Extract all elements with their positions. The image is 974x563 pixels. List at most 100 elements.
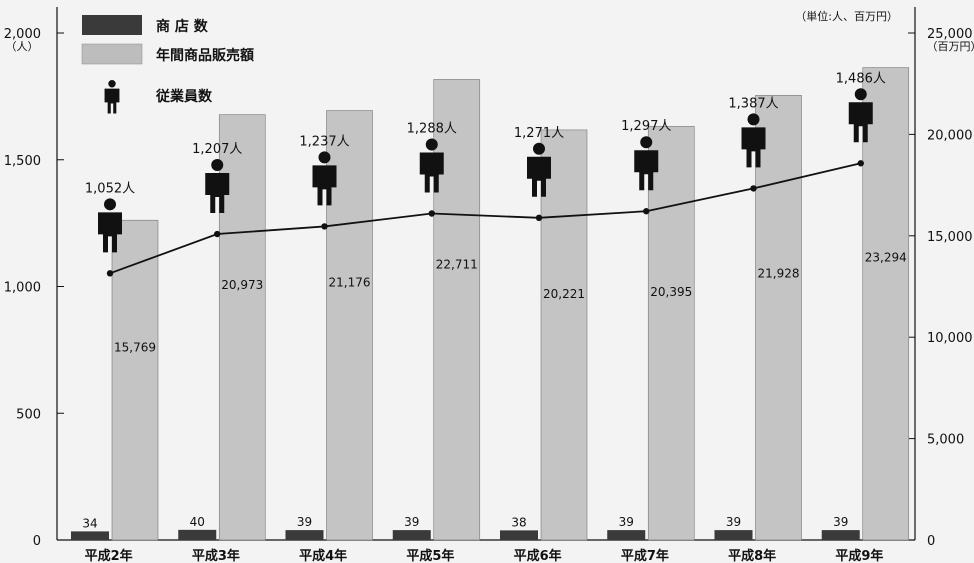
left-tick-label: 1,000: [4, 281, 41, 296]
bar-stores: [607, 530, 646, 540]
person-head: [747, 113, 760, 126]
right-tick-label: 10,000: [927, 331, 973, 346]
left-axis-unit: （人）: [6, 40, 39, 53]
data-label-sales: 20,973: [221, 278, 263, 292]
x-category-label: 平成5年: [406, 548, 454, 563]
value-labels: 34 15,769 40 20,973 39 21,176 39 22,711 38 20,221…: [82, 71, 906, 530]
employee-point: [535, 214, 543, 222]
bar-sales: [111, 219, 159, 541]
left-tick-label: 500: [16, 407, 41, 422]
legend-label-sales: 年間商品販売額: [156, 47, 254, 64]
person-head: [425, 138, 438, 151]
left-tick-label: 1,500: [4, 154, 41, 169]
bar-sales: [647, 126, 695, 541]
legend-person-figure: [104, 80, 120, 114]
left-tick-label: 0: [33, 534, 41, 549]
person-body: [527, 156, 551, 197]
person-body: [312, 165, 337, 206]
employee-point: [643, 208, 650, 215]
data-label-stores: 40: [190, 515, 205, 529]
x-category-label: 平成8年: [728, 548, 776, 563]
x-category-label: 平成2年: [85, 548, 133, 563]
right-tick-label: 5,000: [927, 433, 964, 448]
legend: 商 店 数 年間商品販売額 従業員数: [81, 15, 254, 114]
right-tick-label: 25,000: [927, 27, 973, 42]
x-category-label: 平成6年: [514, 548, 562, 563]
person-icon: [527, 142, 551, 197]
right-axis-unit: （百万円）: [927, 40, 974, 53]
bar-sales: [433, 79, 481, 541]
bar-sales: [862, 67, 910, 541]
right-tick-label: 15,000: [927, 230, 973, 245]
employee-line: [106, 160, 864, 277]
employee-figures: [98, 88, 873, 253]
person-head: [108, 80, 116, 88]
units-note: （単位:人、百万円）: [795, 9, 898, 23]
right-tick-label: 0: [927, 534, 935, 549]
left-tick-label: 2,000: [4, 27, 41, 42]
person-icon: [634, 136, 659, 191]
data-label-stores: 39: [619, 515, 634, 529]
data-label-stores: 39: [297, 515, 312, 529]
data-label-stores: 39: [833, 515, 848, 529]
person-icon: [419, 138, 444, 193]
person-icon: [205, 159, 230, 214]
employee-series-line: [109, 162, 861, 275]
data-label-stores: 39: [726, 515, 741, 529]
person-head: [318, 151, 331, 164]
employee-point: [857, 160, 864, 167]
employee-point: [750, 185, 757, 192]
bar-sales: [755, 95, 802, 541]
person-body: [419, 152, 444, 193]
person-body: [98, 212, 122, 253]
x-category-label: 平成7年: [621, 548, 669, 563]
data-label-sales: 15,769: [114, 340, 156, 354]
x-category-label: 平成3年: [192, 548, 240, 563]
employee-point: [321, 223, 328, 230]
data-label-employees: 1,486人: [836, 71, 886, 86]
data-label-sales: 21,176: [329, 276, 371, 290]
person-head: [533, 142, 545, 155]
x-category-label: 平成9年: [835, 548, 883, 563]
data-label-employees: 1,207人: [192, 142, 242, 157]
data-label-sales: 20,221: [543, 287, 585, 301]
bar-stores: [178, 529, 217, 540]
bar-sales: [540, 129, 588, 541]
person-icon: [104, 80, 120, 114]
x-category-label: 平成4年: [299, 548, 347, 563]
legend-swatch-sales: [81, 43, 143, 65]
person-head: [211, 159, 224, 172]
bar-stores: [392, 530, 431, 540]
legend-label-employees: 従業員数: [155, 88, 213, 105]
bar-stores: [71, 531, 109, 540]
person-head: [640, 136, 653, 149]
person-body: [741, 127, 766, 168]
person-body: [205, 173, 230, 214]
person-icon: [848, 88, 873, 143]
person-head: [104, 198, 116, 211]
legend-label-stores: 商 店 数: [156, 18, 209, 35]
employee-point: [106, 270, 114, 277]
data-label-sales: 23,294: [865, 250, 907, 264]
axes: 0 500 1,000 1,500 2,000 0 5,000 10,000 15,000 20,…: [4, 7, 973, 563]
data-label-sales: 20,395: [650, 285, 692, 299]
employee-point: [428, 210, 435, 217]
data-label-employees: 1,297人: [621, 119, 671, 134]
bar-stores: [821, 530, 860, 540]
data-label-stores: 39: [404, 515, 419, 529]
data-label-sales: 21,928: [758, 267, 800, 281]
bar-stores: [714, 530, 753, 540]
person-body: [848, 102, 873, 143]
data-label-sales: 22,711: [436, 257, 478, 271]
data-label-stores: 34: [82, 516, 97, 530]
person-icon: [98, 198, 122, 253]
person-body: [104, 88, 120, 114]
data-label-employees: 1,237人: [299, 134, 349, 149]
bar-stores: [500, 530, 538, 540]
data-label-employees: 1,052人: [85, 181, 135, 196]
bar-stores: [285, 530, 324, 540]
data-label-employees: 1,387人: [728, 96, 778, 111]
person-icon: [312, 151, 337, 206]
